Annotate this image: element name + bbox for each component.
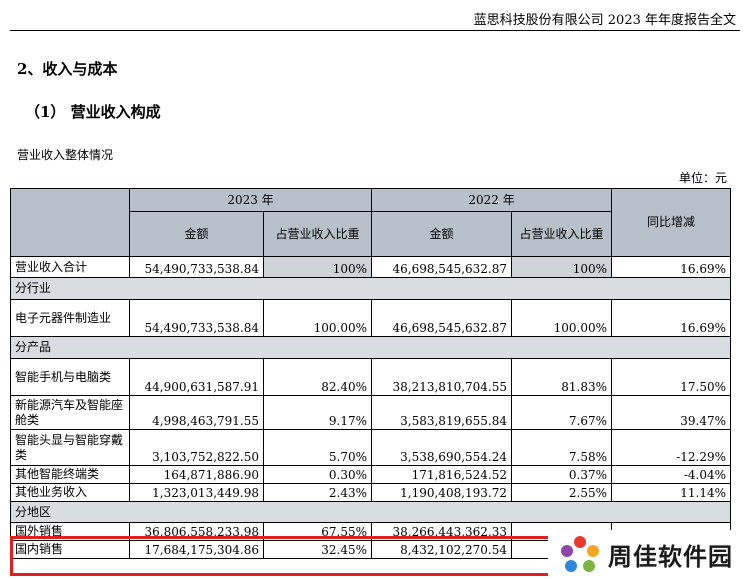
amount-2022-cell: 46,698,545,632.87 — [371, 299, 513, 337]
corner-cell — [10, 188, 130, 257]
amount-2023-cell: 17,684,175,304.86 — [129, 540, 264, 559]
amount-2023-cell: 164,871,886.90 — [129, 465, 264, 484]
row-label: 国外销售 — [10, 522, 130, 541]
amount-2022-cell: 38,266,443,362.33 — [371, 522, 513, 541]
ratio-2023-cell: 5.70% — [262, 429, 373, 466]
report-header: 蓝思科技股份有限公司 2023 年年度报告全文 — [10, 0, 740, 31]
amount-2023-cell: 36,806,558,233.98 — [129, 522, 264, 541]
yoy-cell: -4.04% — [611, 465, 732, 484]
amount-2022-cell: 46,698,545,632.87 — [371, 256, 513, 278]
row-label: 其他智能终端类 — [10, 465, 130, 484]
subsection-heading: （1） 营业收入构成 — [25, 103, 161, 121]
ratio-2023-cell: 32.45% — [262, 540, 373, 559]
row-label: 新能源汽车及智能座舱类 — [10, 395, 130, 430]
row-label: 国内销售 — [10, 540, 130, 559]
table-row: 智能头显与智能穿戴类 3,103,752,822.50 5.70% 3,538,… — [10, 429, 732, 466]
watermark: 周佳软件园 — [548, 530, 748, 579]
ratio-2022-cell: 0.37% — [511, 465, 613, 484]
section-row: 分产品 — [9, 336, 732, 359]
ratio-2022-cell: 2.55% — [511, 483, 613, 502]
amount-2022-cell: 8,432,102,270.54 — [371, 540, 513, 559]
amount-2023-cell: 3,103,752,822.50 — [129, 429, 264, 466]
table-row: 其他业务收入 1,323,013,449.98 2.43% 1,190,408,… — [10, 483, 732, 502]
ratio-2022-cell: 100.00% — [511, 299, 613, 337]
amount-2022-cell: 38,213,810,704.55 — [371, 358, 513, 396]
yoy-header: 同比增减 — [611, 188, 732, 257]
amount-2022-cell: 3,538,690,554.24 — [371, 429, 513, 466]
section-row: 分地区 — [9, 501, 732, 523]
row-label: 电子元器件制造业 — [10, 299, 130, 337]
watermark-text: 周佳软件园 — [608, 543, 733, 571]
amount-2023-cell: 54,490,733,538.84 — [129, 299, 264, 337]
ratio-2022-cell: 7.67% — [511, 395, 613, 430]
unit-label: 单位：元 — [678, 171, 727, 185]
row-label: 其他业务收入 — [10, 483, 130, 502]
yoy-cell: 11.14% — [611, 483, 732, 502]
yoy-cell: 16.69% — [611, 299, 732, 337]
row-label: 智能手机与电脑类 — [10, 358, 130, 396]
revenue-table: 2023 年 2022 年 同比增减 金额 占营业收入比重 金额 占营业收入比重… — [9, 188, 732, 559]
year-2022-header: 2022 年 — [371, 188, 613, 212]
ratio-2023-cell: 82.40% — [262, 358, 373, 396]
amount-2023-cell: 54,490,733,538.84 — [129, 256, 264, 278]
ratio-2023-cell: 67.55% — [262, 522, 373, 541]
amount-2022-cell: 3,583,819,655.84 — [371, 395, 513, 430]
row-label: 营业收入合计 — [10, 256, 130, 278]
ratio-2022-header: 占营业收入比重 — [511, 211, 613, 257]
table-caption: 营业收入整体情况 — [17, 148, 114, 162]
section-label: 分行业 — [9, 277, 732, 300]
amount-2023-cell: 1,323,013,449.98 — [129, 483, 264, 502]
table-row: 营业收入合计 54,490,733,538.84 100% 46,698,545… — [10, 256, 732, 278]
table-row: 新能源汽车及智能座舱类 4,998,463,791.55 9.17% 3,583… — [10, 395, 732, 430]
amount-2022-cell: 171,816,524.52 — [371, 465, 513, 484]
amount-2023-header: 金额 — [129, 211, 264, 257]
table-row: 电子元器件制造业 54,490,733,538.84 100.00% 46,69… — [10, 299, 732, 337]
amount-2023-cell: 4,998,463,791.55 — [129, 395, 264, 430]
amount-2022-cell: 1,190,408,193.72 — [371, 483, 513, 502]
table-row: 其他智能终端类 164,871,886.90 0.30% 171,816,524… — [10, 465, 732, 484]
section-heading: 2、收入与成本 — [17, 60, 118, 78]
ratio-2022-cell: 100% — [511, 256, 613, 278]
ratio-2023-cell: 100% — [262, 256, 373, 278]
yoy-cell: -12.29% — [611, 429, 732, 466]
ratio-2022-cell: 7.58% — [511, 429, 613, 466]
ratio-2023-cell: 2.43% — [262, 483, 373, 502]
year-2023-header: 2023 年 — [128, 188, 373, 212]
ratio-2022-cell: 81.83% — [511, 358, 613, 396]
amount-2022-header: 金额 — [371, 211, 513, 257]
section-label: 分产品 — [9, 336, 732, 359]
amount-2023-cell: 44,900,631,587.91 — [129, 358, 264, 396]
yoy-cell: 39.47% — [611, 395, 732, 430]
yoy-cell: 16.69% — [611, 256, 732, 278]
pinwheel-logo-icon — [561, 535, 599, 572]
table-row: 智能手机与电脑类 44,900,631,587.91 82.40% 38,213… — [10, 358, 732, 396]
report-title: 蓝思科技股份有限公司 2023 年年度报告全文 — [473, 13, 736, 28]
ratio-2023-cell: 0.30% — [262, 465, 373, 484]
ratio-2023-cell: 9.17% — [262, 395, 373, 430]
section-row: 分行业 — [9, 277, 732, 300]
ratio-2023-header: 占营业收入比重 — [262, 211, 373, 257]
yoy-cell: 17.50% — [611, 358, 732, 396]
row-label: 智能头显与智能穿戴类 — [10, 429, 130, 466]
section-label: 分地区 — [9, 501, 732, 523]
ratio-2023-cell: 100.00% — [262, 299, 373, 337]
